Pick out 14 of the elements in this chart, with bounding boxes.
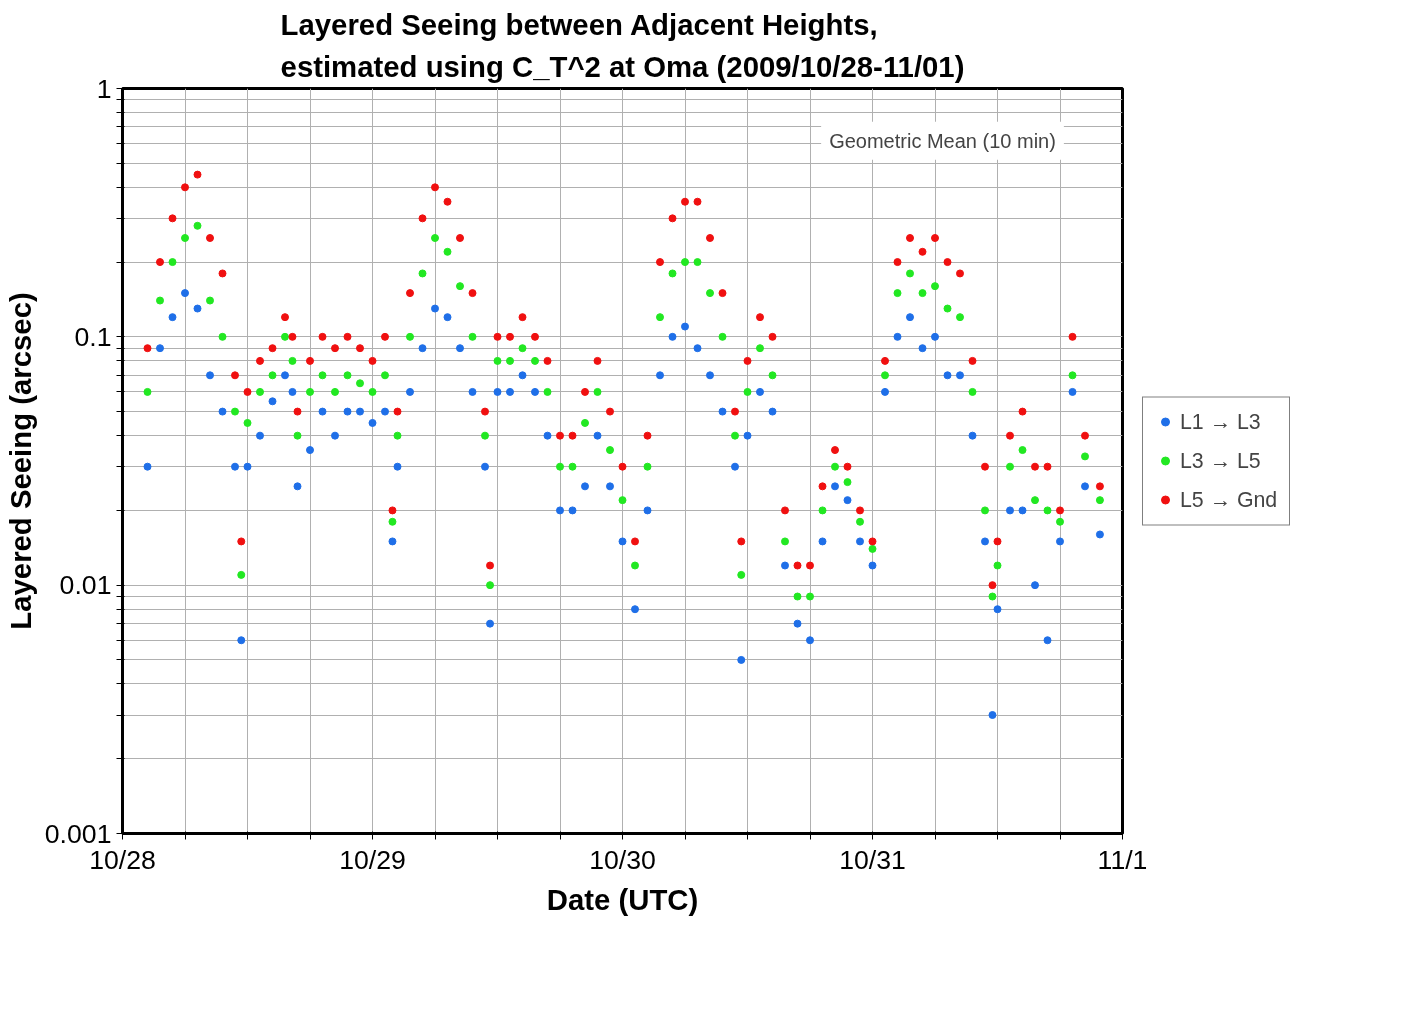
legend-label: L3 → L5 xyxy=(1180,448,1261,473)
legend-label: L1 → L3 xyxy=(1180,409,1261,434)
y-tick-label: 1 xyxy=(96,73,112,104)
x-tick-label: 10/31 xyxy=(839,844,906,875)
y-axis-title: Layered Seeing (arcsec) xyxy=(3,292,37,630)
y-tick-label: 0.1 xyxy=(74,321,112,352)
x-tick-label: 10/30 xyxy=(589,844,656,875)
legend-label: L5 → Gnd xyxy=(1180,487,1278,512)
x-tick-label: 10/29 xyxy=(339,844,406,875)
x-axis-title: Date (UTC) xyxy=(546,882,699,916)
chart-title: Layered Seeing between Adjacent Heights, estimated using C_T^2 at Oma (2009/10/28-11/01) xyxy=(280,7,965,84)
x-tick-label: 11/1 xyxy=(1097,844,1148,875)
annotation: Geometric Mean (10 min) xyxy=(829,129,1056,152)
y-tick-label: 0.01 xyxy=(59,570,112,601)
